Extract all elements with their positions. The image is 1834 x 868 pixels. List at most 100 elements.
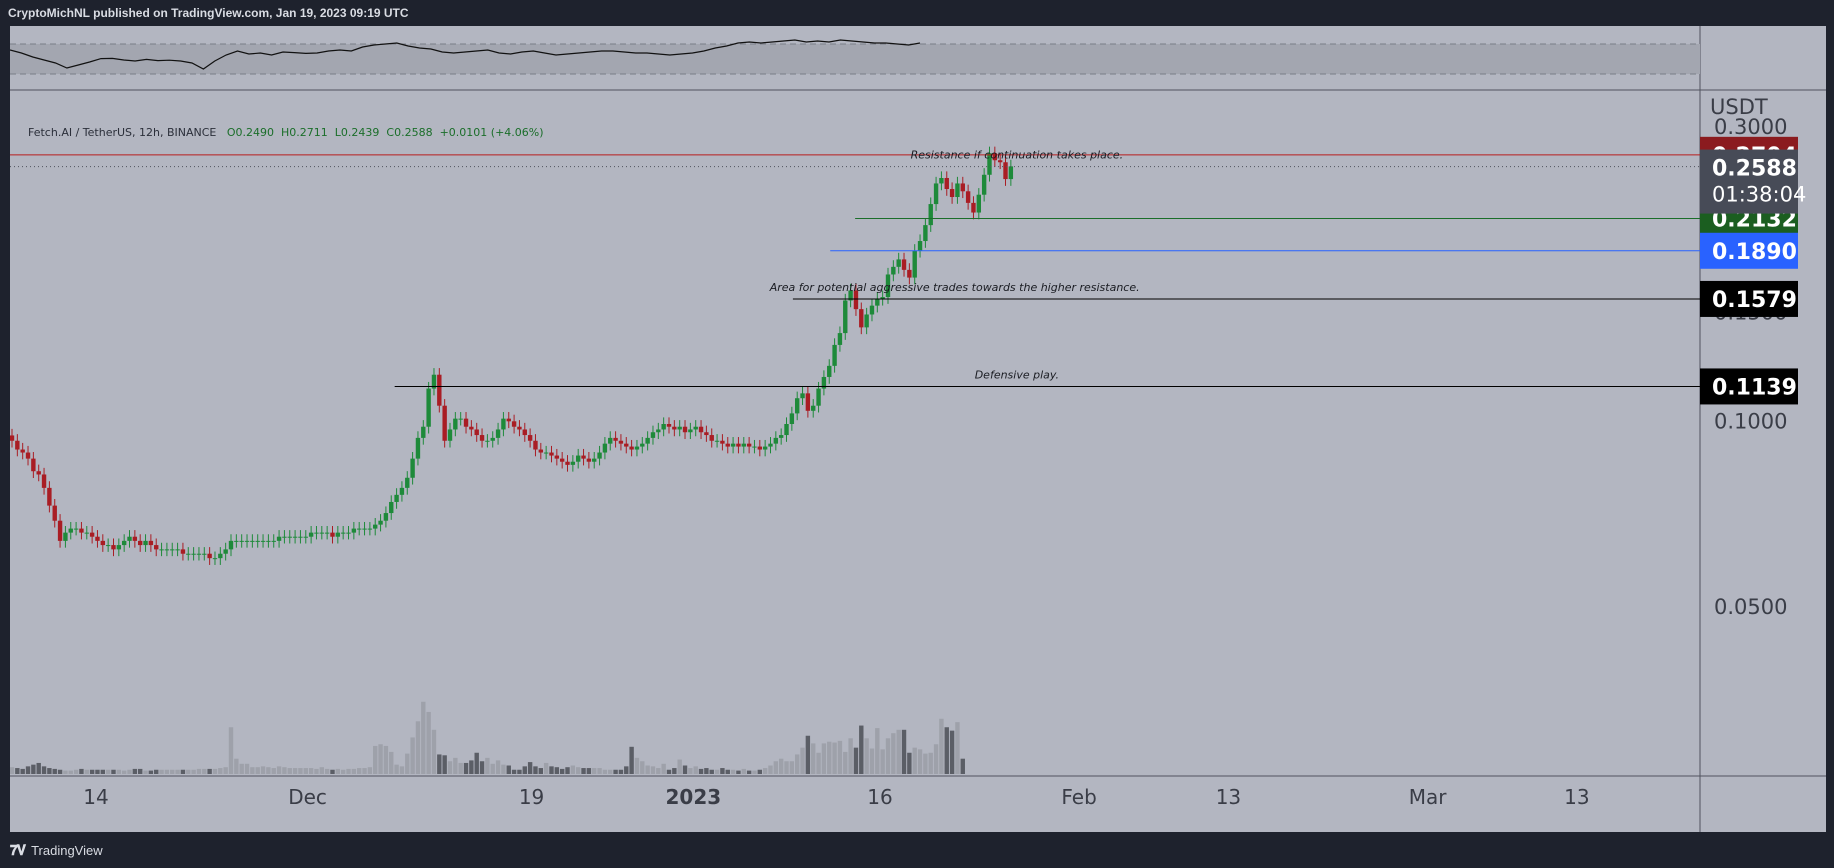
y-tick-label: 0.0500: [1714, 595, 1787, 619]
volume-bar: [559, 768, 565, 774]
volume-bar: [853, 747, 859, 774]
tradingview-logo-icon: 𝟕𝐕: [10, 841, 26, 858]
candle-body: [880, 297, 885, 299]
last-price-tag: [1700, 149, 1798, 214]
volume-bar: [437, 754, 442, 774]
volume-bar: [36, 762, 41, 774]
candle-body: [84, 532, 89, 534]
candle-body: [960, 183, 965, 192]
volume-bar: [570, 765, 576, 774]
candle-body: [180, 549, 186, 554]
volume-bar: [100, 769, 106, 774]
symbol-name: Fetch.AI / TetherUS, 12h, BINANCE: [28, 126, 217, 139]
volume-bar: [778, 758, 784, 774]
x-tick-label: 13: [1216, 785, 1241, 809]
candle-body: [143, 540, 148, 546]
candle-body: [431, 374, 437, 389]
volume-bar: [154, 769, 159, 774]
volume-bar: [495, 760, 501, 774]
candle-body: [239, 540, 244, 542]
candle-body: [666, 424, 672, 427]
volume-bar: [730, 769, 736, 774]
volume-bar: [554, 767, 560, 774]
volume-bar: [506, 765, 511, 774]
chart-annotation: Resistance if continuation takes place.: [911, 149, 1124, 162]
volume-bar: [292, 768, 298, 774]
candle-body: [533, 440, 538, 450]
candle-body: [282, 536, 287, 538]
volume-bar: [720, 768, 725, 774]
candle-body: [939, 177, 944, 184]
candle-body: [127, 536, 132, 541]
candle-body: [31, 458, 36, 472]
candle-body: [335, 532, 341, 537]
candle-body: [730, 443, 736, 447]
volume-bar: [527, 762, 533, 774]
volume-bar: [335, 768, 341, 774]
candle-body: [981, 174, 987, 195]
volume-bar: [837, 740, 843, 774]
volume-bar: [549, 766, 554, 774]
candle-body: [640, 443, 645, 447]
last-price-label: 0.2588: [1712, 157, 1797, 182]
candle-body: [602, 443, 608, 453]
volume-bar: [789, 761, 795, 774]
volume-bar: [693, 766, 698, 774]
candle-body: [1003, 162, 1008, 180]
volume-bar: [752, 770, 757, 774]
volume-bar: [597, 768, 602, 774]
volume-bar: [180, 769, 186, 774]
candle-body: [549, 452, 554, 456]
volume-bars: [10, 701, 965, 774]
volume-bar: [340, 769, 346, 774]
volume-bar: [234, 758, 239, 774]
candle-body: [746, 443, 752, 447]
candle-body: [1008, 166, 1014, 180]
chart-canvas[interactable]: USDT0.30000.20000.15000.10000.050014Dec1…: [10, 26, 1826, 832]
volume-bar: [885, 738, 891, 774]
candle-body: [437, 374, 442, 406]
volume-bar: [485, 757, 490, 774]
candle-body: [997, 160, 1003, 163]
volume-bar: [15, 768, 20, 774]
candle-body: [757, 446, 763, 450]
volume-bar: [618, 769, 624, 774]
chart-frame[interactable]: USDT0.30000.20000.15000.10000.050014Dec1…: [10, 26, 1826, 832]
candle-body: [121, 540, 127, 546]
candle-body: [132, 536, 138, 541]
volume-bar: [602, 769, 608, 774]
volume-bar: [955, 722, 960, 774]
volume-bar: [10, 767, 15, 774]
candle-body: [266, 540, 271, 542]
volume-bar: [672, 768, 677, 774]
candle-body: [917, 241, 923, 251]
volume-bar: [634, 757, 640, 774]
candle-body: [608, 437, 613, 444]
volume-bar: [239, 763, 244, 774]
volume-bar: [682, 765, 688, 774]
level-price-tag: [1700, 280, 1798, 317]
volume-bar: [410, 737, 415, 774]
candle-body: [976, 194, 982, 213]
candle-body: [234, 540, 239, 542]
candle-body: [308, 532, 314, 537]
candle-body: [346, 532, 351, 534]
volume-bar: [896, 729, 901, 774]
candle-body: [421, 426, 426, 438]
candle-body: [453, 418, 458, 430]
volume-bar: [31, 764, 36, 774]
footer-brand[interactable]: TradingView: [31, 842, 103, 858]
volume-bar: [533, 766, 538, 774]
volume-bar: [95, 769, 100, 774]
candle-body: [624, 443, 629, 447]
candle-body: [212, 558, 218, 560]
candle-body: [575, 455, 581, 462]
candle-body: [340, 532, 346, 534]
volume-bar: [399, 766, 405, 774]
volume-bar: [746, 770, 752, 774]
ohlc-low: L0.2439: [334, 126, 380, 139]
candle-body: [725, 443, 730, 447]
candle-body: [164, 549, 170, 551]
candle-body: [682, 426, 688, 433]
volume-bar: [303, 768, 308, 774]
